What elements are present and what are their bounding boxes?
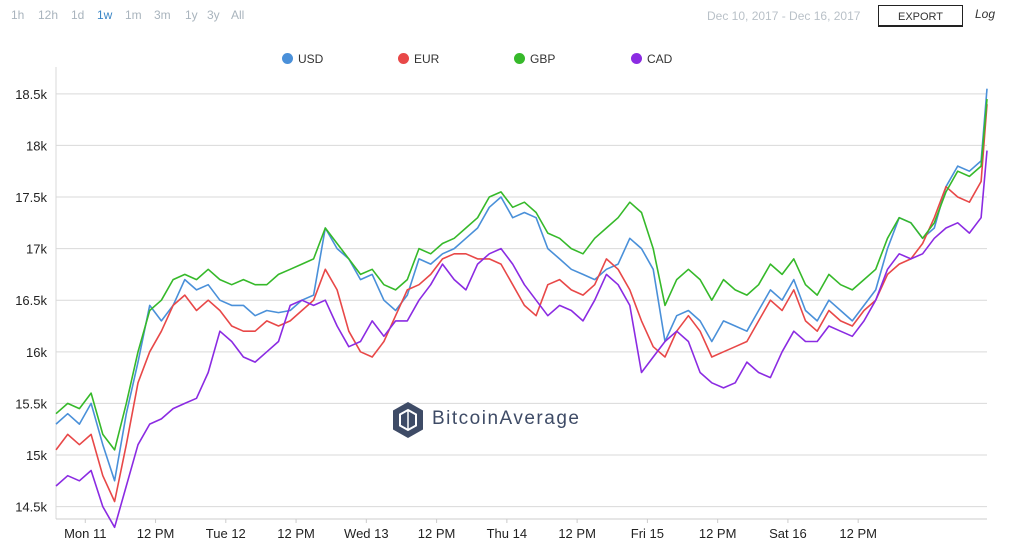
bitcoinaverage-logo-icon xyxy=(393,402,423,438)
x-tick-label: 12 PM xyxy=(558,526,596,541)
y-tick-label: 17.5k xyxy=(15,190,47,205)
x-tick-label: Fri 15 xyxy=(631,526,664,541)
legend-label-usd: USD xyxy=(298,52,324,66)
range-3y-button[interactable]: 3y xyxy=(207,8,220,22)
y-tick-label: 16k xyxy=(26,345,47,360)
series-line-eur xyxy=(55,104,988,503)
watermark-text: BitcoinAverage xyxy=(432,408,581,429)
x-tick-label: 12 PM xyxy=(839,526,877,541)
series-line-gbp xyxy=(55,98,988,451)
y-tick-label: 15.5k xyxy=(15,396,47,411)
legend-label-cad: CAD xyxy=(647,52,673,66)
legend-marker-eur xyxy=(398,53,409,64)
y-tick-label: 14.5k xyxy=(15,500,47,515)
y-tick-label: 17k xyxy=(26,242,47,257)
date-range-label: Dec 10, 2017 - Dec 16, 2017 xyxy=(707,9,861,23)
bitcoinaverage-watermark: BitcoinAverage xyxy=(392,401,579,441)
series-line-usd xyxy=(55,88,988,482)
log-scale-toggle[interactable]: Log xyxy=(975,7,996,21)
y-tick-label: 18.5k xyxy=(15,87,47,102)
x-tick-label: 12 PM xyxy=(277,526,315,541)
range-3m-button[interactable]: 3m xyxy=(154,8,171,22)
y-tick-label: 16.5k xyxy=(15,293,47,308)
export-button[interactable]: EXPORT xyxy=(878,5,963,27)
series-line-cad xyxy=(55,150,988,529)
toolbar: 1h 12h 1d 1w 1m 3m 1y 3y All Dec 10, 201… xyxy=(0,0,1009,32)
legend-label-gbp: GBP xyxy=(530,52,556,66)
x-tick-label: Mon 11 xyxy=(64,526,106,541)
x-tick-label: 12 PM xyxy=(699,526,737,541)
range-1d-button[interactable]: 1d xyxy=(71,8,85,22)
legend-label-eur: EUR xyxy=(414,52,440,66)
y-tick-label: 18k xyxy=(26,138,47,153)
x-tick-label: Thu 14 xyxy=(487,526,527,541)
range-1m-button[interactable]: 1m xyxy=(125,8,142,22)
x-tick-label: Tue 12 xyxy=(206,526,246,541)
range-1h-button[interactable]: 1h xyxy=(11,8,25,22)
range-1w-button[interactable]: 1w xyxy=(97,8,113,22)
range-12h-button[interactable]: 12h xyxy=(38,8,59,22)
range-1y-button[interactable]: 1y xyxy=(185,8,198,22)
range-all-button[interactable]: All xyxy=(231,8,245,22)
legend-marker-usd xyxy=(282,53,293,64)
x-tick-label: 12 PM xyxy=(418,526,456,541)
y-tick-label: 15k xyxy=(26,448,47,463)
x-tick-label: Wed 13 xyxy=(344,526,389,541)
legend-marker-cad xyxy=(631,53,642,64)
x-tick-label: Sat 16 xyxy=(769,526,807,541)
x-tick-label: 12 PM xyxy=(137,526,175,541)
legend-marker-gbp xyxy=(514,53,525,64)
